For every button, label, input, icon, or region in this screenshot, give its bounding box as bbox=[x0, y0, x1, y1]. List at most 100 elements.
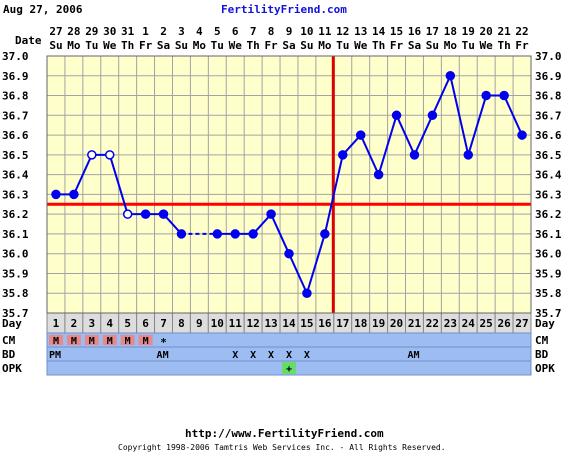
temp-point bbox=[176, 229, 187, 239]
cm-mark: M bbox=[89, 336, 95, 347]
weekday-label: Fr bbox=[390, 39, 404, 52]
cm-cell-highlight bbox=[120, 335, 135, 345]
temp-point-open bbox=[104, 150, 115, 160]
cm-mark: M bbox=[143, 336, 149, 347]
date-label: 14 bbox=[372, 25, 386, 38]
temp-line-segment bbox=[431, 75, 452, 116]
weekday-label: Su bbox=[175, 39, 188, 52]
y-tick-label-left: 36.6 bbox=[2, 129, 29, 142]
weekday-label: Mo bbox=[67, 39, 81, 52]
y-tick-label-right: 36.4 bbox=[535, 169, 562, 182]
y-tick-label-right: 36.8 bbox=[535, 90, 562, 103]
cm-mark: M bbox=[107, 336, 113, 347]
day-row-label-right: Day bbox=[535, 317, 555, 330]
weekday-label: Th bbox=[497, 39, 510, 52]
date-label: 10 bbox=[300, 25, 313, 38]
temp-line-segment bbox=[72, 154, 93, 195]
y-tick-label-right: 35.8 bbox=[535, 287, 562, 300]
date-row-label: Date bbox=[15, 34, 42, 47]
day-number: 10 bbox=[211, 317, 224, 330]
weekday-label: Sa bbox=[408, 39, 421, 52]
cm-cell-highlight bbox=[138, 335, 153, 345]
temp-point bbox=[427, 110, 438, 121]
cm-row bbox=[46, 332, 532, 348]
date-label: 19 bbox=[462, 25, 475, 38]
temp-point bbox=[230, 229, 240, 239]
date-label: 8 bbox=[268, 25, 275, 38]
cm-cell-highlight bbox=[84, 335, 99, 345]
day-number: 25 bbox=[480, 317, 493, 330]
weekday-label: Fr bbox=[139, 39, 153, 52]
y-tick-label-right: 36.6 bbox=[535, 129, 562, 142]
y-tick-label-left: 36.3 bbox=[2, 188, 29, 201]
weekday-label: Th bbox=[121, 39, 134, 52]
date-label: 15 bbox=[390, 25, 403, 38]
date-label: 16 bbox=[408, 25, 422, 38]
date-label: 4 bbox=[196, 25, 203, 38]
temp-point bbox=[481, 90, 491, 101]
weekday-label: Th bbox=[247, 39, 260, 52]
day-number: 7 bbox=[160, 317, 167, 330]
y-tick-label-left: 36.7 bbox=[2, 109, 29, 122]
date-label: 30 bbox=[103, 25, 116, 38]
star-marker: * bbox=[160, 336, 167, 349]
weekday-label: We bbox=[103, 39, 117, 52]
y-tick-label-right: 36.9 bbox=[535, 70, 562, 83]
temp-point bbox=[355, 130, 366, 140]
temp-line-segment bbox=[413, 114, 434, 156]
opk-row-label: OPK bbox=[2, 362, 22, 375]
temp-line-segment bbox=[305, 233, 326, 294]
date-label: 18 bbox=[444, 25, 457, 38]
temp-line-segment bbox=[359, 134, 380, 176]
temp-point bbox=[140, 209, 151, 219]
day-number: 21 bbox=[408, 317, 422, 330]
temp-point bbox=[391, 110, 402, 121]
y-tick-label-right: 36.5 bbox=[535, 149, 562, 162]
weekday-label: Su bbox=[426, 39, 439, 52]
temp-line-segment bbox=[108, 154, 129, 215]
y-tick-label-left: 35.8 bbox=[2, 287, 29, 300]
bd-mark: X bbox=[304, 350, 310, 361]
cm-row-label: CM bbox=[2, 334, 16, 347]
day-number: 20 bbox=[390, 317, 403, 330]
weekday-label: Th bbox=[372, 39, 385, 52]
date-label: 5 bbox=[214, 25, 221, 38]
date-label: 31 bbox=[121, 25, 135, 38]
weekday-label: We bbox=[229, 39, 243, 52]
bd-mark: PM bbox=[49, 350, 61, 361]
y-tick-label-right: 36.1 bbox=[535, 228, 562, 241]
cm-row-label-right: CM bbox=[535, 334, 549, 347]
bd-mark: AM bbox=[157, 350, 169, 361]
weekday-label: We bbox=[354, 39, 368, 52]
day-number: 3 bbox=[89, 317, 96, 330]
site-name[interactable]: FertilityFriend.com bbox=[221, 3, 347, 16]
cm-cell-highlight bbox=[49, 335, 63, 345]
temp-point-open bbox=[122, 209, 133, 219]
temp-line-segment bbox=[323, 154, 344, 235]
temp-line-segment bbox=[395, 114, 416, 156]
temp-point bbox=[499, 90, 509, 101]
bd-mark: X bbox=[286, 350, 292, 361]
y-tick-label-right: 36.7 bbox=[535, 109, 562, 122]
footer-copyright: Copyright 1998-2006 Tamtris Web Services… bbox=[118, 443, 446, 452]
y-tick-label-left: 35.7 bbox=[2, 307, 29, 320]
date-label: 27 bbox=[49, 25, 62, 38]
weekday-label: Su bbox=[300, 39, 313, 52]
date-label: 22 bbox=[515, 25, 528, 38]
y-tick-label-right: 35.9 bbox=[535, 267, 562, 280]
day-number: 14 bbox=[282, 317, 296, 330]
weekday-label: We bbox=[480, 39, 494, 52]
footer-url[interactable]: http://www.FertilityFriend.com bbox=[185, 427, 384, 440]
day-number: 8 bbox=[178, 317, 185, 330]
temp-line-segment bbox=[377, 115, 398, 175]
day-number: 13 bbox=[264, 317, 277, 330]
y-tick-label-left: 36.9 bbox=[2, 70, 29, 83]
day-number: 18 bbox=[354, 317, 367, 330]
weekday-label: Mo bbox=[444, 39, 458, 52]
plot-border bbox=[46, 55, 532, 314]
day-number: 5 bbox=[124, 317, 131, 330]
day-number: 22 bbox=[426, 317, 439, 330]
y-tick-label-left: 36.0 bbox=[2, 248, 29, 261]
cm-mark: M bbox=[125, 336, 131, 347]
